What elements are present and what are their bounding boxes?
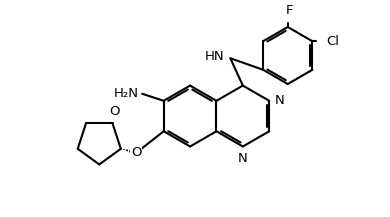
Text: O: O bbox=[109, 105, 120, 118]
Text: HN: HN bbox=[205, 50, 225, 63]
Text: Cl: Cl bbox=[326, 35, 339, 48]
Text: O: O bbox=[131, 146, 142, 159]
Text: N: N bbox=[238, 151, 248, 164]
Text: F: F bbox=[286, 4, 293, 17]
Text: H₂N: H₂N bbox=[114, 87, 139, 100]
Text: N: N bbox=[274, 94, 284, 107]
